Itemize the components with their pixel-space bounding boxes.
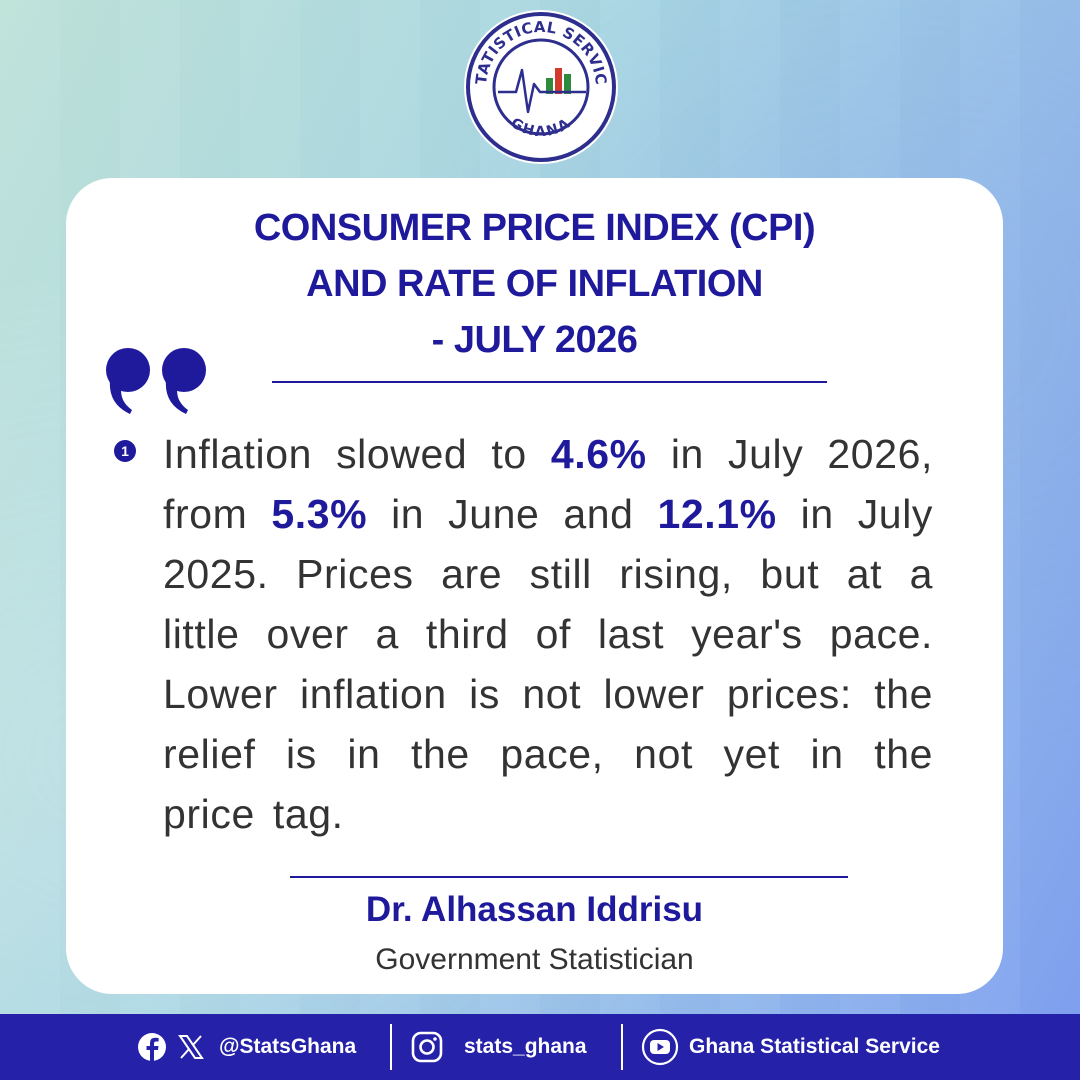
facebook-icon[interactable]: [137, 1032, 167, 1062]
content-card: CONSUMER PRICE INDEX (CPI) AND RATE OF I…: [66, 178, 1003, 994]
instagram-icon[interactable]: [410, 1030, 444, 1064]
signatory-role: Government Statistician: [375, 943, 694, 976]
gss-logo: STATISTICAL SERVICE GHANA: [462, 8, 618, 164]
highlight-value: 5.3%: [271, 491, 368, 537]
footer-handle-gss[interactable]: Ghana Statistical Service: [689, 1035, 940, 1058]
title-line-1: CONSUMER PRICE INDEX (CPI): [253, 207, 816, 249]
footer-separator: [621, 1024, 623, 1070]
body-segment: in July 2025. Prices are still rising, b…: [163, 491, 934, 837]
signatory-name: Dr. Alhassan Iddrisu: [365, 890, 704, 929]
highlight-value: 12.1%: [657, 491, 777, 537]
footer-instagram[interactable]: stats_ghana: [410, 1014, 587, 1080]
title-line-3: - JULY 2026: [431, 319, 638, 361]
x-icon[interactable]: [177, 1033, 205, 1061]
item-number-badge: 1: [114, 440, 136, 462]
body-segment: in July 2026, from: [163, 431, 934, 537]
inflation-statement: Inflation slowed to 4.6% in July 2026, f…: [163, 424, 933, 844]
title-line-2: AND RATE OF INFLATION: [306, 263, 763, 305]
highlight-value: 4.6%: [550, 431, 647, 477]
divider-bottom: [290, 876, 848, 878]
body-segment: in June and: [367, 491, 658, 537]
social-footer: @StatsGhana stats_ghana Ghana Statistica…: [0, 1014, 1080, 1080]
footer-youtube[interactable]: Ghana Statistical Service: [641, 1014, 940, 1080]
footer-handle-statsghana[interactable]: @StatsGhana: [219, 1035, 357, 1058]
quote-icon: [106, 348, 206, 414]
youtube-icon[interactable]: [641, 1028, 679, 1066]
body-segment: Inflation slowed to: [163, 431, 551, 477]
footer-separator: [390, 1024, 392, 1070]
footer-facebook-x[interactable]: @StatsGhana: [137, 1014, 356, 1080]
page-title: CONSUMER PRICE INDEX (CPI) AND RATE OF I…: [66, 200, 1003, 368]
divider-top: [272, 381, 827, 383]
footer-handle-stats-ghana[interactable]: stats_ghana: [464, 1035, 587, 1058]
